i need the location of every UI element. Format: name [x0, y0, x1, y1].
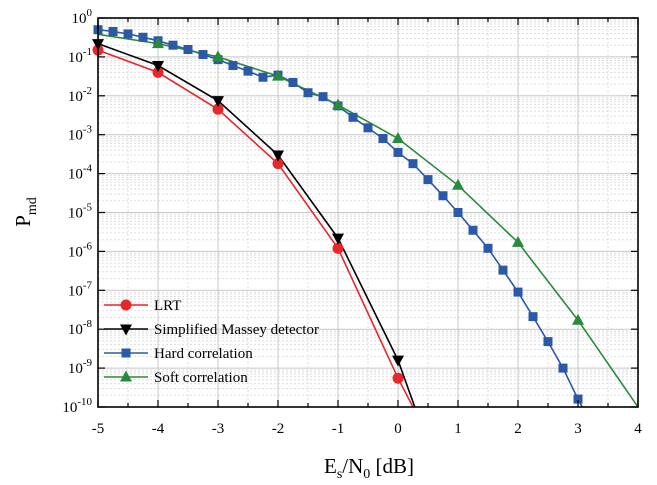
- x-axis-label: Es/N0 [dB]: [324, 454, 414, 482]
- data-point-series-4: [572, 313, 584, 325]
- data-point-series-3: [498, 265, 508, 275]
- x-tick-label: 1: [454, 421, 462, 437]
- data-point-series-4: [452, 178, 464, 190]
- y-tick-label: 10-7: [68, 279, 93, 299]
- data-point-series-2: [332, 233, 344, 245]
- x-tick-label: 0: [394, 421, 402, 437]
- y-tick-label: 10-4: [68, 163, 93, 183]
- data-point-series-3: [453, 208, 463, 217]
- y-tick-label: 10-6: [68, 240, 93, 260]
- data-point-series-3: [138, 32, 148, 42]
- legend-marker: [120, 299, 132, 311]
- y-tick-label: 10-9: [68, 357, 93, 377]
- legend-label: Soft correlation: [154, 370, 248, 386]
- data-point-series-3: [348, 112, 358, 122]
- data-point-series-3: [258, 72, 268, 82]
- data-point-series-3: [183, 44, 193, 54]
- data-point-series-4: [212, 50, 224, 62]
- legend-label: Simplified Massey detector: [154, 322, 319, 338]
- legend-marker: [120, 324, 132, 336]
- data-point-series-4: [332, 98, 344, 110]
- data-point-series-3: [288, 77, 298, 87]
- data-point-series-3: [198, 50, 208, 60]
- data-point-series-3: [318, 92, 328, 102]
- data-point-series-2: [152, 61, 164, 73]
- data-point-series-3: [363, 123, 373, 133]
- data-point-series-3: [423, 175, 433, 185]
- data-point-series-3: [378, 133, 388, 143]
- y-tick-labels: 100 10-1 10-2 10-3 10-4 10-5 10-6 10-7 10-8 10-9 1…: [62, 7, 92, 416]
- series-line-3: [98, 28, 583, 407]
- data-point-series-2: [272, 150, 284, 162]
- y-tick-label: 10-5: [68, 202, 93, 222]
- x-tick-label: -4: [152, 421, 165, 437]
- y-tick-label: 10-1: [68, 46, 92, 66]
- data-point-series-3: [243, 66, 253, 76]
- data-point-series-3: [408, 159, 418, 169]
- data-point-series-1: [332, 242, 344, 254]
- data-point-series-3: [573, 394, 583, 404]
- data-point-series-3: [483, 243, 493, 253]
- x-tick-label: 3: [574, 421, 582, 437]
- x-tick-label: 2: [514, 421, 522, 437]
- x-tick-label: -2: [272, 421, 285, 437]
- legend: LRT Simplified Massey detector Hard correl…: [104, 298, 319, 386]
- x-tick-label: -3: [212, 421, 225, 437]
- data-point-series-4: [512, 235, 524, 247]
- legend-marker: [120, 370, 132, 382]
- x-tick-label: -1: [332, 421, 345, 437]
- data-point-series-3: [558, 363, 568, 373]
- data-point-series-3: [123, 29, 133, 39]
- x-tick-labels: -5 -4 -3 -2 -1 0 1 2 3 4: [92, 421, 643, 437]
- grid-lines: [98, 18, 638, 407]
- data-point-series-3: [228, 61, 238, 71]
- data-point-series-3: [108, 26, 118, 36]
- data-point-series-4: [392, 131, 404, 143]
- data-point-series-2: [212, 96, 224, 108]
- data-point-series-1: [392, 372, 404, 384]
- x-tick-label: -5: [92, 421, 105, 437]
- y-axis-label: Pmd: [11, 197, 40, 227]
- data-point-series-3: [303, 88, 313, 98]
- data-point-series-2: [392, 355, 404, 367]
- tick-marks: [97, 17, 639, 408]
- y-tick-label: 10-2: [68, 85, 92, 105]
- data-markers: [92, 25, 584, 404]
- data-point-series-3: [168, 40, 178, 50]
- data-point-series-3: [468, 225, 478, 235]
- data-point-series-3: [513, 287, 523, 297]
- legend-label: LRT: [154, 298, 181, 314]
- data-point-series-4: [272, 69, 284, 81]
- y-tick-label: 100: [72, 7, 93, 27]
- y-tick-label: 10-3: [68, 124, 93, 144]
- data-point-series-4: [152, 37, 164, 49]
- data-point-series-3: [393, 147, 403, 157]
- data-point-series-3: [543, 337, 553, 347]
- y-tick-label: 10-8: [68, 318, 93, 338]
- legend-label: Hard correlation: [154, 346, 253, 362]
- data-point-series-3: [438, 191, 448, 201]
- data-point-series-3: [528, 312, 538, 322]
- x-tick-label: 4: [634, 421, 642, 437]
- legend-marker: [121, 348, 131, 358]
- y-tick-label: 10-10: [62, 396, 92, 416]
